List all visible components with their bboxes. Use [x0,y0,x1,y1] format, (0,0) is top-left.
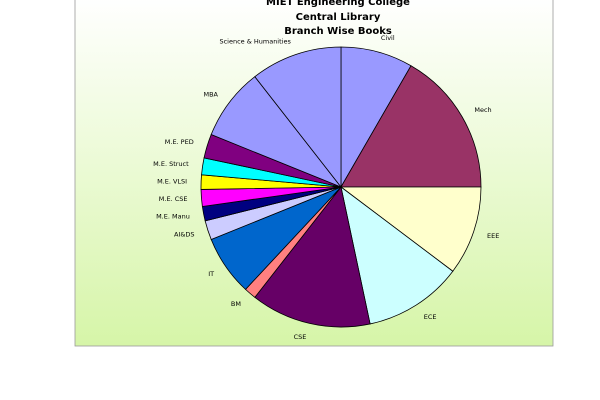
slice-label: M.E. CSE [159,195,188,203]
slice-label: Mech [474,106,491,114]
chart-title: Branch Wise Books [284,26,392,37]
slice-label: AI&DS [174,231,195,239]
slice-label: ECE [424,313,437,321]
chart-title: Central Library [296,12,381,23]
slice-label: M.E. Struct [153,160,189,168]
pie-slice [254,186,371,328]
slice-label: BM [231,300,241,308]
slice-label: MBA [203,90,218,98]
pie-slice [340,65,482,188]
pie-slice [254,46,342,189]
slice-label: Civil [381,34,395,42]
slice-label: CSE [294,333,307,341]
slice-label: Science & Humanities [219,37,291,45]
pie-slice [339,186,482,272]
slice-label: M.E. VLSI [157,178,187,186]
slice-label: M.E. Manu [156,212,190,220]
chart-title: MIET Engineering College [266,0,410,8]
slice-label: IT [208,270,214,278]
pie-slice [340,186,454,325]
slice-label: M.E. PED [165,138,194,146]
slice-label: EEE [487,232,499,240]
